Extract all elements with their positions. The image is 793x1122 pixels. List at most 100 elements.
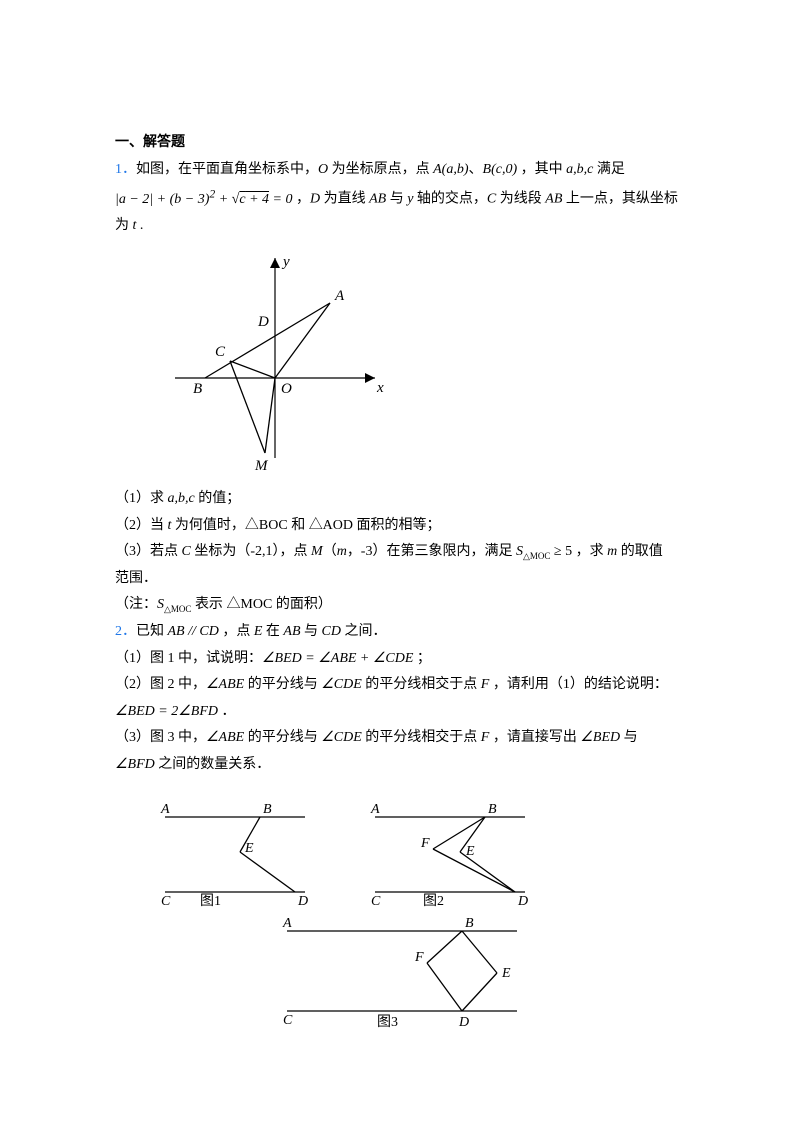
q1p3m2: m	[607, 544, 617, 559]
q2p2eq: ∠BED = 2∠BFD	[115, 704, 218, 719]
q2p1b: ；	[413, 651, 431, 666]
f1-E: E	[244, 841, 254, 856]
q2p2c: 的平分线相交于点	[362, 677, 481, 692]
q1-Smoc: S△MOC	[516, 544, 550, 559]
q1-t1: 如图，在平面直角坐标系中，	[136, 162, 318, 177]
q1-db: 为直线	[320, 192, 369, 207]
f2-F: F	[420, 836, 430, 851]
q2ia: 已知	[136, 624, 168, 639]
q1-svg: y x A B C D O M	[155, 248, 395, 478]
q2CDE: ∠CDE	[321, 677, 362, 692]
f3-F: F	[414, 950, 424, 965]
q2-fig2: A B C D E F 图2	[355, 797, 545, 907]
q1p2a: （2）当	[115, 518, 168, 533]
q2p3a: （3）图 3 中，	[115, 730, 206, 745]
q1: 1．如图，在平面直角坐标系中，O 为坐标原点，点 A(a,b)、B(c,0) ，…	[115, 157, 678, 619]
q2CDE2: ∠CDE	[321, 730, 362, 745]
q2-p3: （3）图 3 中，∠ABE 的平分线与 ∠CDE 的平分线相交于点 F ，请直接…	[115, 725, 678, 752]
page: 一、解答题 1．如图，在平面直角坐标系中，O 为坐标原点，点 A(a,b)、B(…	[0, 0, 793, 1122]
q1-p1: （1）求 a,b,c 的值；	[115, 486, 678, 513]
lbl-x: x	[376, 380, 384, 396]
f1-D: D	[297, 894, 308, 907]
q1-AB1: AB	[369, 192, 386, 207]
q2p3e: 与	[620, 730, 638, 745]
f1-B: B	[263, 802, 272, 817]
q1p3a: （3）若点	[115, 544, 182, 559]
q1na: （注：	[115, 597, 157, 612]
q2-p2: （2）图 2 中，∠ABE 的平分线与 ∠CDE 的平分线相交于点 F ，请利用…	[115, 672, 678, 699]
q1-if: .	[136, 218, 143, 233]
q1-intro-line2: |a − 2| + (b − 3)2 + √c + 4 = 0 ，D 为直线 A…	[115, 183, 678, 213]
q1p3d: ，-3）在第三象限内，满足	[347, 544, 516, 559]
f3-E: E	[501, 966, 511, 981]
q2AB: AB	[283, 624, 300, 639]
f2-E: E	[465, 844, 475, 859]
q1p3c: （	[323, 544, 337, 559]
q2-number: 2．	[115, 624, 136, 639]
q1-AB2: AB	[545, 192, 562, 207]
q2p2a: （2）图 2 中，	[115, 677, 206, 692]
q1p1a: （1）求	[115, 491, 168, 506]
lbl-D: D	[257, 314, 269, 330]
q2ABE: ∠ABE	[206, 677, 244, 692]
q1p3m: m	[337, 544, 347, 559]
q2p3b: 的平分线与	[244, 730, 321, 745]
q1-t2: 为坐标原点，点	[328, 162, 433, 177]
q2p1eq: ∠BED = ∠ABE + ∠CDE	[262, 651, 413, 666]
q1-t3: ，其中	[517, 162, 566, 177]
q1-Smoc2: S△MOC	[157, 597, 191, 612]
q1-abc: a,b,c	[566, 162, 593, 177]
q1nc: △MOC	[226, 597, 272, 612]
q1p2b: 为何值时，	[171, 518, 245, 533]
q2ib: ，点	[219, 624, 254, 639]
q1p2e: △AOD	[309, 518, 353, 533]
q1-note: （注：S△MOC 表示 △MOC 的面积）	[115, 592, 678, 619]
f2-A: A	[370, 802, 380, 817]
f2-cap: 图2	[423, 894, 444, 907]
q2BED: ∠BED	[580, 730, 620, 745]
q2ie: 之间．	[341, 624, 387, 639]
q2-p3b: ∠BFD 之间的数量关系．	[115, 752, 678, 779]
f3-B: B	[465, 916, 474, 931]
q2p2d: ，请利用（1）的结论说明：	[489, 677, 668, 692]
q2abcd: AB // CD	[168, 624, 219, 639]
lbl-A: A	[334, 288, 345, 304]
section-title: 一、解答题	[115, 130, 678, 157]
q1-de: 为线段	[496, 192, 545, 207]
q2-fig3: A B C D E F 图3	[247, 911, 547, 1031]
lbl-M: M	[254, 458, 269, 474]
f2-D: D	[517, 894, 528, 907]
q1-dd: 轴的交点，	[413, 192, 487, 207]
lbl-y: y	[281, 254, 290, 270]
q1-number: 1．	[115, 162, 136, 177]
f3-cap: 图3	[377, 1015, 398, 1030]
q2id: 与	[301, 624, 322, 639]
q1-df: 上一点，其纵坐标	[562, 192, 678, 207]
q1-sep1: 、	[469, 162, 483, 177]
f1-cap: 图1	[200, 894, 221, 907]
q1-t4: 满足	[593, 162, 625, 177]
q1-Bc0: B(c,0)	[483, 162, 518, 177]
q2CD: CD	[322, 624, 341, 639]
q1-figure: y x A B C D O M	[155, 248, 678, 478]
q1p2d: 和	[288, 518, 309, 533]
q1-O: O	[318, 162, 328, 177]
q1p3g: 范围．	[115, 571, 157, 586]
q1-cond: |a − 2| + (b − 3)2 + √c + 4 = 0	[115, 192, 292, 207]
q1p1b: 的值；	[195, 491, 241, 506]
q2: 2．已知 AB // CD ，点 E 在 AB 与 CD 之间． （1）图 1 …	[115, 619, 678, 1031]
q1p3e: ≥ 5 ，求	[550, 544, 607, 559]
q1-C1: C	[487, 192, 496, 207]
q1-p3: （3）若点 C 坐标为（-2,1），点 M（m，-3）在第三象限内，满足 S△M…	[115, 539, 678, 566]
q2-fig1: A B C D E 图1	[145, 797, 325, 907]
f1-C: C	[161, 894, 171, 907]
f2-B: B	[488, 802, 497, 817]
q2BFD: ∠BFD	[115, 757, 155, 772]
q2-intro: 2．已知 AB // CD ，点 E 在 AB 与 CD 之间．	[115, 619, 678, 646]
q2ABE2: ∠ABE	[206, 730, 244, 745]
lbl-O: O	[281, 381, 292, 397]
q2-fig3-wrap: A B C D E F 图3	[115, 911, 678, 1031]
q2p2b: 的平分线与	[244, 677, 321, 692]
q1-intro-line3: 为 t .	[115, 213, 678, 240]
q1-Aab: A(a,b)	[433, 162, 468, 177]
